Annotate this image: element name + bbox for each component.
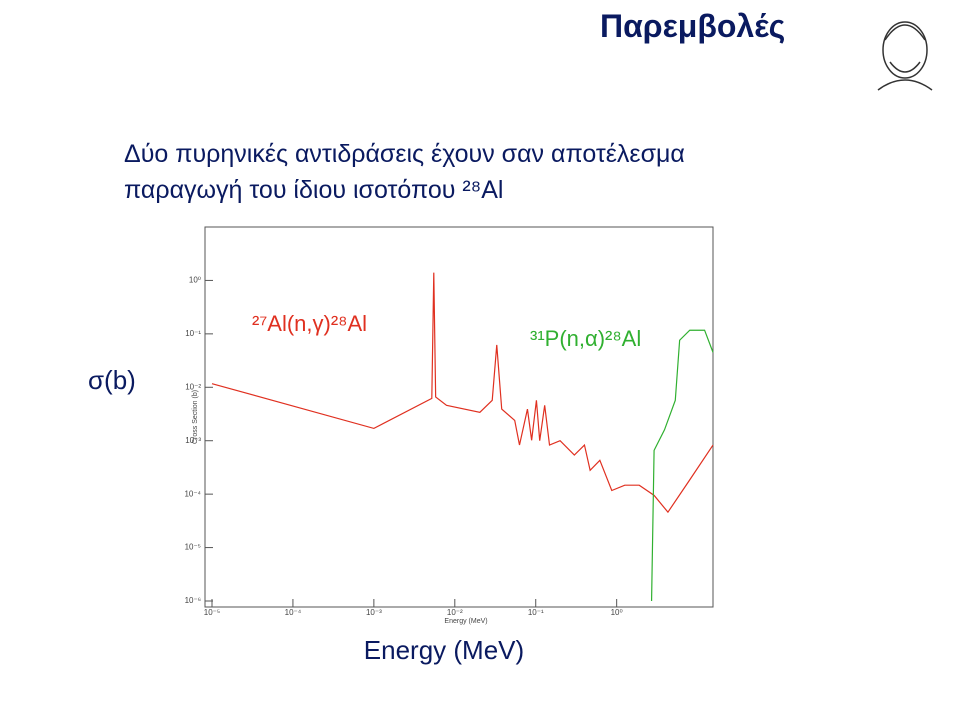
x-tick-label: 10⁻¹ bbox=[528, 608, 544, 617]
series-label: ²⁷Al(n,γ)²⁸Al bbox=[252, 311, 367, 336]
slide-text: Δύο πυρηνικές αντιδράσεις έχουν σαν αποτ… bbox=[124, 136, 685, 208]
x-tick-label: 10⁻⁵ bbox=[204, 608, 220, 617]
y-tick-label: 10⁻⁴ bbox=[184, 489, 201, 498]
x-tick-label: 10⁻⁴ bbox=[285, 608, 302, 617]
y-tick-label: 10⁻⁶ bbox=[185, 596, 201, 605]
y-tick-label: 10⁻³ bbox=[185, 436, 201, 445]
slide-title: Παρεμβολές bbox=[600, 8, 786, 44]
text-line: Δύο πυρηνικές αντιδράσεις έχουν σαν αποτ… bbox=[124, 140, 685, 168]
y-tick-label: 10⁻⁵ bbox=[185, 543, 201, 552]
y-axis-title: Cross Section (b) bbox=[192, 390, 199, 444]
series-line bbox=[650, 329, 714, 602]
x-axis-title: Energy (MeV) bbox=[444, 618, 487, 625]
series-label: ³¹P(n,α)²⁸Al bbox=[530, 326, 641, 351]
y-tick-label: 10⁻² bbox=[185, 382, 201, 391]
x-tick-label: 10⁻³ bbox=[366, 608, 382, 617]
plot-frame bbox=[204, 226, 714, 608]
y-axis-label: σ(b) bbox=[88, 365, 136, 395]
x-tick-label: 10⁻² bbox=[447, 608, 463, 617]
x-tick-label: 10⁰ bbox=[611, 608, 623, 617]
series-line bbox=[211, 272, 714, 514]
y-tick-label: 10⁻¹ bbox=[185, 329, 201, 338]
y-tick-label: 10⁰ bbox=[189, 276, 201, 285]
x-axis-label: Energy (MeV) bbox=[364, 635, 524, 665]
portrait bbox=[877, 21, 933, 91]
text-line: παραγωγή του ίδιου ισοτόπου ²⁸Al bbox=[124, 176, 504, 204]
